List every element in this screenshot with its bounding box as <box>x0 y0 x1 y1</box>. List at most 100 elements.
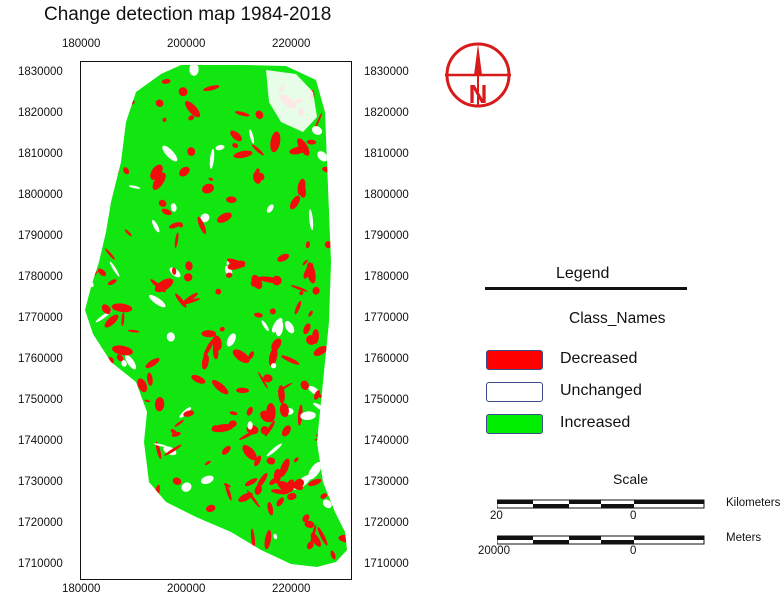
x-tick-bottom: 180000 <box>62 583 101 595</box>
raster-patch <box>166 510 181 526</box>
raster-patch <box>110 163 118 171</box>
raster-patch <box>325 65 340 68</box>
raster-patch <box>290 285 308 292</box>
raster-patch <box>281 425 291 437</box>
raster-patch <box>203 338 215 357</box>
raster-patch <box>174 419 184 427</box>
y-tick-left: 1820000 <box>18 107 63 119</box>
raster-patch <box>86 205 97 210</box>
raster-patch <box>97 102 111 121</box>
y-tick-right: 1770000 <box>364 312 409 324</box>
raster-patch <box>250 528 256 549</box>
raster-patch <box>338 256 345 263</box>
raster-patch <box>331 338 347 352</box>
raster-patch <box>311 126 323 135</box>
raster-patch <box>155 99 164 107</box>
raster-patch <box>212 343 219 360</box>
raster-patch <box>246 406 253 416</box>
raster-patch <box>201 330 217 338</box>
change-raster <box>85 65 347 567</box>
raster-patch <box>214 557 219 563</box>
y-tick-left: 1730000 <box>18 476 63 488</box>
raster-patch <box>239 430 257 441</box>
raster-patch <box>97 268 107 277</box>
raster-patch <box>109 377 116 385</box>
raster-patch <box>345 76 347 87</box>
raster-patch <box>226 333 236 347</box>
raster-patch <box>180 298 201 305</box>
raster-patch <box>108 162 114 167</box>
raster-patch <box>253 171 262 184</box>
scale-title: Scale <box>613 471 649 487</box>
raster-patch <box>95 72 103 78</box>
raster-patch <box>161 208 172 216</box>
scale-bar-m <box>497 535 705 545</box>
raster-patch <box>125 354 137 370</box>
raster-patch <box>258 276 280 283</box>
raster-patch <box>293 566 305 567</box>
raster-patch <box>97 107 109 120</box>
raster-patch <box>200 475 214 485</box>
raster-patch <box>115 120 120 125</box>
raster-patch <box>271 338 282 351</box>
raster-patch <box>170 428 178 436</box>
raster-patch <box>115 449 133 465</box>
raster-patch <box>311 329 320 344</box>
raster-patch <box>346 335 347 349</box>
raster-patch <box>162 145 178 162</box>
raster-patch <box>336 300 346 314</box>
raster-patch <box>304 520 315 529</box>
x-tick-bottom: 200000 <box>167 583 206 595</box>
raster-patch <box>233 150 253 159</box>
raster-patch <box>224 482 232 501</box>
raster-patch <box>184 273 193 282</box>
raster-patch <box>201 354 209 370</box>
raster-patch <box>116 354 124 362</box>
raster-patch <box>135 69 142 74</box>
raster-patch <box>183 410 195 417</box>
y-tick-right: 1720000 <box>364 517 409 529</box>
raster-patch <box>226 196 237 204</box>
raster-patch <box>307 478 322 487</box>
north-letter: N <box>469 79 488 109</box>
raster-patch <box>303 323 311 335</box>
legend-swatch-unchanged <box>486 382 543 402</box>
y-tick-left: 1810000 <box>18 148 63 160</box>
raster-patch <box>98 381 109 403</box>
raster-patch <box>85 371 98 385</box>
map-frame <box>80 61 352 580</box>
raster-patch <box>203 85 220 92</box>
raster-patch <box>187 147 196 156</box>
raster-patch <box>164 444 182 456</box>
raster-patch <box>260 410 272 423</box>
raster-patch <box>232 549 241 555</box>
y-tick-left: 1780000 <box>18 271 63 283</box>
raster-patch <box>206 504 216 513</box>
legend-subtitle: Class_Names <box>569 310 666 327</box>
raster-patch <box>313 390 321 400</box>
raster-patch <box>336 94 341 105</box>
y-tick-right: 1820000 <box>364 107 409 119</box>
raster-patch <box>149 294 166 308</box>
raster-patch <box>154 397 165 412</box>
raster-patch <box>144 399 151 403</box>
raster-patch <box>191 374 206 384</box>
raster-patch <box>327 351 342 361</box>
raster-patch <box>85 365 94 375</box>
raster-patch <box>85 187 87 194</box>
raster-patch <box>242 445 257 461</box>
scale-km-unit: Kilometers <box>726 497 781 509</box>
raster-patch <box>308 461 322 480</box>
raster-patch <box>155 441 162 460</box>
x-tick-top: 180000 <box>62 38 101 50</box>
raster-patch <box>119 538 126 543</box>
raster-patch <box>305 241 310 249</box>
raster-patch <box>266 204 274 213</box>
raster-patch <box>152 172 166 190</box>
change-map <box>85 65 347 567</box>
raster-patch <box>209 149 215 169</box>
y-tick-right: 1810000 <box>364 148 409 160</box>
raster-patch <box>109 431 118 447</box>
raster-patch <box>297 138 310 156</box>
raster-patch <box>254 484 262 495</box>
